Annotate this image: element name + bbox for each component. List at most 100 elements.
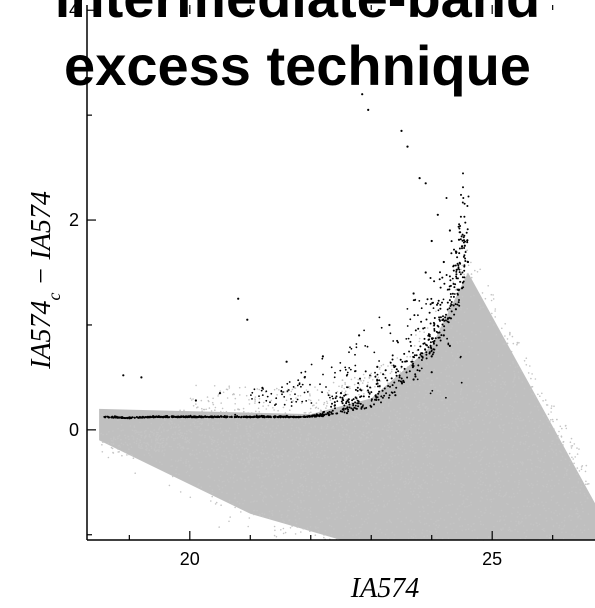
gray-point — [363, 380, 365, 382]
gray-point — [246, 395, 248, 397]
black-point — [419, 345, 421, 347]
gray-point — [212, 489, 214, 491]
gray-point — [174, 423, 176, 425]
gray-point — [577, 510, 579, 512]
gray-point — [273, 456, 275, 458]
gray-point — [514, 436, 516, 438]
gray-point — [428, 391, 430, 393]
gray-point — [418, 477, 420, 479]
gray-point — [460, 309, 462, 311]
gray-point — [266, 408, 268, 410]
gray-point — [410, 478, 412, 480]
gray-point — [299, 429, 301, 431]
black-point — [460, 238, 462, 240]
gray-point — [208, 453, 210, 455]
gray-point — [343, 510, 345, 512]
gray-point — [406, 435, 408, 437]
black-point — [413, 299, 415, 301]
black-point — [258, 402, 260, 404]
gray-point — [497, 415, 499, 417]
gray-point — [244, 459, 246, 461]
gray-point — [410, 356, 412, 358]
gray-point — [411, 469, 413, 471]
gray-point — [262, 446, 264, 448]
gray-point — [249, 455, 251, 457]
gray-point — [570, 508, 572, 510]
gray-point — [567, 469, 569, 471]
gray-point — [421, 413, 423, 415]
gray-point — [548, 508, 550, 510]
gray-point — [298, 420, 300, 422]
gray-point — [410, 430, 412, 432]
gray-point — [384, 506, 386, 508]
gray-point — [257, 421, 259, 423]
gray-point — [543, 505, 545, 507]
black-point — [307, 391, 309, 393]
gray-point — [197, 421, 199, 423]
gray-point — [146, 419, 148, 421]
gray-point — [232, 450, 234, 452]
gray-point — [225, 430, 227, 432]
gray-point — [266, 432, 268, 434]
gray-point — [450, 381, 452, 383]
gray-point — [226, 411, 228, 413]
gray-point — [560, 426, 562, 428]
gray-point — [253, 514, 255, 516]
gray-point — [406, 420, 408, 422]
black-point — [352, 408, 354, 410]
gray-point — [388, 403, 390, 405]
gray-point — [259, 477, 261, 479]
gray-point — [246, 426, 248, 428]
gray-point — [470, 451, 472, 453]
gray-point — [388, 467, 390, 469]
gray-point — [315, 495, 317, 497]
black-point — [299, 416, 301, 418]
gray-point — [161, 442, 163, 444]
gray-point — [290, 479, 292, 481]
gray-point — [358, 463, 360, 465]
gray-point — [342, 427, 344, 429]
gray-point — [267, 420, 269, 422]
gray-point — [258, 411, 260, 413]
black-point — [258, 395, 260, 397]
gray-point — [465, 473, 467, 475]
gray-point — [524, 449, 526, 451]
gray-point — [388, 427, 390, 429]
gray-point — [391, 532, 393, 534]
gray-point — [236, 480, 238, 482]
gray-point — [404, 524, 406, 526]
gray-point — [130, 425, 132, 427]
gray-point — [303, 450, 305, 452]
gray-point — [447, 364, 449, 366]
gray-point — [344, 382, 346, 384]
gray-point — [311, 486, 313, 488]
gray-point — [252, 428, 254, 430]
gray-point — [395, 473, 397, 475]
gray-point — [175, 460, 177, 462]
gray-point — [184, 421, 186, 423]
gray-point — [518, 371, 520, 373]
gray-point — [506, 459, 508, 461]
gray-point — [150, 431, 152, 433]
gray-point — [319, 490, 321, 492]
gray-point — [174, 412, 176, 414]
gray-point — [558, 483, 560, 485]
gray-point — [155, 446, 157, 448]
gray-point — [217, 439, 219, 441]
gray-point — [504, 396, 506, 398]
gray-point — [524, 360, 526, 362]
gray-point — [487, 489, 489, 491]
black-point — [455, 265, 457, 267]
gray-point — [427, 377, 429, 379]
gray-point — [305, 447, 307, 449]
gray-point — [432, 506, 434, 508]
gray-point — [531, 453, 533, 455]
gray-point — [397, 488, 399, 490]
gray-point — [480, 480, 482, 482]
black-point — [405, 360, 407, 362]
gray-point — [515, 366, 517, 368]
gray-point — [451, 410, 453, 412]
gray-point — [526, 506, 528, 508]
gray-point — [453, 282, 455, 284]
gray-point — [295, 533, 297, 535]
